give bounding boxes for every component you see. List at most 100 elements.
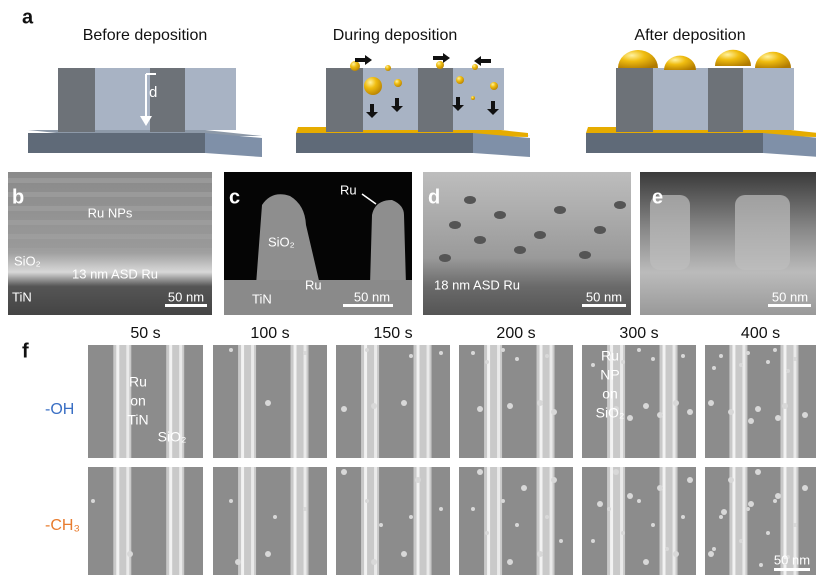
panel-label: f <box>22 340 29 362</box>
nanoparticle <box>748 418 754 424</box>
nanoparticle <box>379 523 383 527</box>
edge <box>540 467 543 575</box>
nanoparticle <box>265 400 271 406</box>
nanoparticle <box>534 231 546 239</box>
nanoparticle <box>719 354 723 358</box>
nanoparticle <box>229 499 233 503</box>
nanoparticle <box>627 493 633 499</box>
edge <box>487 467 490 575</box>
edge <box>427 345 430 458</box>
nanoparticle <box>365 348 369 352</box>
sem-image <box>459 467 573 575</box>
edge <box>126 467 129 575</box>
nanoparticle <box>687 409 693 415</box>
row-label: -OH <box>45 401 74 418</box>
sio2-side <box>185 68 236 130</box>
nanoparticle <box>637 499 641 503</box>
nanoparticle <box>665 547 669 551</box>
nanoparticle <box>775 415 781 421</box>
nanoparticle <box>728 477 734 483</box>
edge <box>374 467 377 575</box>
panel-label: e <box>652 186 663 208</box>
nanoparticle <box>371 403 377 409</box>
row-label: -CH₃ <box>45 517 80 534</box>
annotation: TiN <box>252 291 272 306</box>
sem-image <box>582 345 696 458</box>
nanoparticle <box>545 515 549 519</box>
nanoparticle <box>401 551 407 557</box>
arrow <box>481 59 491 63</box>
nanoparticle <box>303 507 307 511</box>
nanoparticle <box>472 64 478 70</box>
nanoparticle <box>621 531 625 535</box>
edge <box>417 345 420 458</box>
nanoparticle <box>464 196 476 204</box>
edge <box>304 345 307 458</box>
nanoparticle <box>341 406 347 412</box>
nanoparticle <box>551 477 557 483</box>
edge <box>251 467 254 575</box>
edge <box>497 467 500 575</box>
nanoparticle <box>793 357 797 361</box>
annotation: Ru <box>305 277 322 292</box>
nanoparticle <box>637 348 641 352</box>
nanoparticle <box>748 501 754 507</box>
nanoparticle <box>409 354 413 358</box>
annotation: SiO₂ <box>268 234 295 249</box>
schematic <box>28 68 262 157</box>
nanoparticle <box>235 559 241 565</box>
nanoparticle <box>485 531 489 535</box>
arrow-head <box>443 53 450 63</box>
nanoparticle <box>657 485 663 491</box>
stripe <box>8 220 212 225</box>
arrow <box>355 58 365 62</box>
edge <box>783 345 786 458</box>
nanoparticle <box>439 254 451 262</box>
nanoparticle <box>651 523 655 527</box>
annotation: Ru <box>601 348 619 364</box>
nanoparticle <box>591 539 595 543</box>
scale-bar-label: 50 nm <box>168 289 204 304</box>
annotation: SiO₂ <box>158 429 187 445</box>
substrate-front <box>28 133 205 153</box>
scale-bar <box>774 568 810 571</box>
nanoparticle <box>782 403 788 409</box>
nanoparticle <box>712 547 716 551</box>
nanoparticle <box>537 400 543 406</box>
nanoparticle <box>127 551 133 557</box>
nanoparticle <box>303 351 307 355</box>
edge <box>793 345 796 458</box>
nanoparticle <box>515 357 519 361</box>
time-label: 300 s <box>619 325 658 342</box>
nanoparticle <box>766 531 770 535</box>
arrow <box>456 97 460 105</box>
arrow <box>370 104 374 112</box>
scale-bar-label: 50 nm <box>586 289 622 304</box>
nanoparticle <box>627 415 633 421</box>
nanoparticle <box>793 523 797 527</box>
nanoparticle <box>802 485 808 491</box>
nanoparticle <box>664 56 696 70</box>
nanoparticle <box>350 61 360 71</box>
nanoparticle <box>415 477 421 483</box>
nanoparticle <box>746 507 750 511</box>
sem-image <box>336 345 450 458</box>
arrow-head <box>365 55 372 65</box>
nanoparticle <box>515 523 519 527</box>
nanoparticle <box>537 551 543 557</box>
nanoparticle <box>786 369 790 373</box>
edge <box>663 345 666 458</box>
nanoparticle <box>755 469 761 475</box>
schematic <box>296 53 530 157</box>
nanoparticle <box>687 477 693 483</box>
edge <box>550 345 553 458</box>
arrow <box>491 101 495 109</box>
nanoparticle <box>746 351 750 355</box>
nanoparticle <box>773 499 777 503</box>
nanoparticle <box>477 469 483 475</box>
nanoparticle <box>514 246 526 254</box>
nanoparticle <box>551 409 557 415</box>
annotation: 18 nm ASD Ru <box>434 277 520 292</box>
nanoparticle <box>409 515 413 519</box>
nanoparticle <box>673 400 679 406</box>
